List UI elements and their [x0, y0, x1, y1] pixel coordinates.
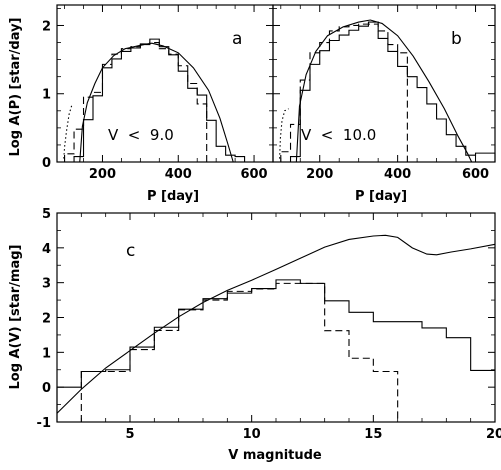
panel-b-series-curve — [295, 19, 473, 163]
panel-b-annotation: V < 10.0 — [301, 126, 376, 144]
panel-b-letter: b — [451, 29, 462, 49]
panel-a-letter: a — [232, 29, 242, 49]
x-tick-label: 200 — [306, 167, 333, 182]
panel-c-letter: c — [126, 241, 135, 261]
y-tick-label: 1 — [42, 88, 51, 103]
x-tick-label: 20 — [486, 427, 501, 442]
panel-b-series-histogram-dashed — [280, 23, 408, 162]
panel-a-series-histogram-dashed — [64, 41, 208, 162]
panel-c-series-curve — [56, 234, 496, 414]
y-tick-label: 5 — [42, 207, 51, 222]
y-tick-label: 0 — [42, 381, 51, 396]
x-tick-label: 400 — [384, 167, 411, 182]
y-tick-label: -1 — [37, 416, 51, 431]
x-tick-label: 400 — [165, 167, 192, 182]
x-tick-label: 200 — [89, 167, 116, 182]
y-tick-label: 2 — [42, 312, 51, 327]
x-tick-label: 5 — [125, 427, 134, 442]
panel-a-series-dotted — [63, 103, 73, 159]
y-tick-label: 2 — [42, 19, 51, 34]
x-tick-label: 15 — [364, 427, 382, 442]
panel-b-frame — [272, 4, 496, 163]
panel-c-frame — [56, 212, 496, 423]
panel-c-xlabel: V magnitude — [228, 448, 322, 463]
panel-a-xlabel: P [day] — [147, 189, 199, 204]
panel-a-annotation: V < 9.0 — [108, 126, 174, 144]
panel-b-series-histogram-solid — [289, 21, 496, 162]
panel-a-series-curve — [79, 42, 234, 163]
panel-b-xlabel: P [day] — [355, 189, 407, 204]
x-tick-label: 10 — [243, 427, 261, 442]
panel-c-series-histogram-dashed — [80, 282, 399, 422]
panel-b-series-dotted — [279, 108, 289, 159]
panel-a-ylabel: Log A(P) [star/day] — [8, 18, 23, 157]
y-tick-label: 4 — [42, 242, 51, 257]
y-tick-label: 0 — [42, 156, 51, 171]
x-tick-label: 600 — [240, 167, 267, 182]
panel-c-series-histogram-solid — [56, 279, 495, 422]
y-tick-label: 1 — [42, 346, 51, 361]
y-tick-label: 3 — [42, 277, 51, 292]
panel-c-ylabel: Log A(V) [star/mag] — [8, 245, 23, 390]
x-tick-label: 600 — [462, 167, 489, 182]
